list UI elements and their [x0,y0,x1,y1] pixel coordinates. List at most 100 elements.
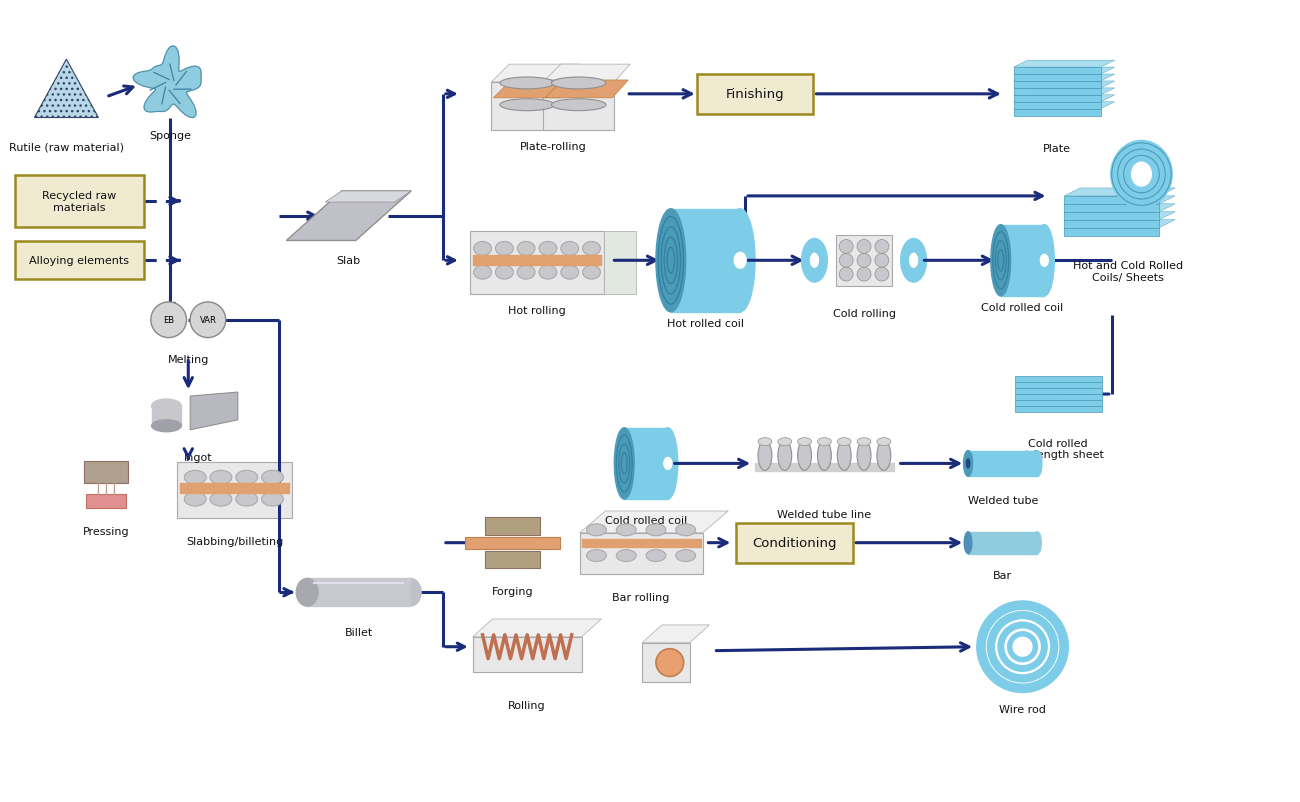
Ellipse shape [963,451,972,476]
Bar [307,578,411,606]
Ellipse shape [901,239,927,283]
Text: Welded tube: Welded tube [967,496,1037,505]
Text: Billet: Billet [344,627,373,637]
Polygon shape [642,643,689,683]
Ellipse shape [725,209,755,313]
Ellipse shape [235,471,257,484]
Ellipse shape [676,550,696,562]
Polygon shape [1014,103,1114,110]
Ellipse shape [211,492,231,506]
Circle shape [840,240,853,254]
Ellipse shape [758,441,772,471]
Text: Ingot: Ingot [183,452,212,462]
Polygon shape [1065,196,1175,205]
Text: Hot rolled coil: Hot rolled coil [667,318,744,328]
Text: Sponge: Sponge [150,131,191,140]
Polygon shape [494,81,577,99]
Text: Pressing: Pressing [83,526,129,537]
Bar [469,231,604,294]
Bar [581,539,701,547]
Bar [1014,95,1101,103]
Ellipse shape [966,460,970,468]
Polygon shape [1065,213,1175,221]
Ellipse shape [582,266,601,280]
Polygon shape [545,81,628,99]
Ellipse shape [777,438,792,446]
Ellipse shape [235,492,257,506]
Ellipse shape [540,242,556,256]
Ellipse shape [798,438,811,446]
Ellipse shape [473,242,491,256]
Ellipse shape [837,441,852,471]
Ellipse shape [1035,225,1054,297]
Bar [1014,68,1101,75]
Circle shape [190,302,226,338]
Ellipse shape [551,99,606,111]
Text: Alloying elements: Alloying elements [30,256,129,266]
Polygon shape [604,231,636,294]
Ellipse shape [517,266,536,280]
Text: Conditioning: Conditioning [753,537,837,549]
Bar [1014,89,1101,95]
Bar [755,464,894,472]
Circle shape [857,240,871,254]
Bar [1014,383,1102,389]
Text: EB: EB [162,316,174,325]
Bar [1014,110,1101,116]
Polygon shape [1014,75,1114,82]
FancyBboxPatch shape [697,75,814,115]
Ellipse shape [152,420,181,432]
Text: Cold rolled coil: Cold rolled coil [982,302,1063,313]
Circle shape [840,268,853,282]
Bar [1014,407,1102,412]
Circle shape [857,254,871,268]
Text: Cold rolled coil: Cold rolled coil [604,516,688,525]
Text: Welded tube line: Welded tube line [777,509,871,520]
Bar [464,537,560,549]
Text: Hot and Cold Rolled
Coils/ Sheets: Hot and Cold Rolled Coils/ Sheets [1072,261,1183,282]
FancyBboxPatch shape [14,242,144,280]
Ellipse shape [261,471,283,484]
Circle shape [875,254,889,268]
Ellipse shape [500,78,554,90]
Bar [86,495,126,508]
Ellipse shape [1131,163,1152,187]
Polygon shape [491,83,563,131]
Bar [1014,82,1101,89]
Bar [1014,389,1102,395]
Ellipse shape [798,441,811,471]
Bar [671,209,740,313]
Text: Cold rolling: Cold rolling [832,309,896,318]
Polygon shape [1065,205,1175,213]
Ellipse shape [586,525,606,536]
Bar [1014,75,1101,82]
Bar [968,532,1037,554]
Ellipse shape [211,471,231,484]
Text: Melting: Melting [168,355,209,365]
Polygon shape [580,533,702,575]
FancyBboxPatch shape [736,523,853,563]
Ellipse shape [818,438,831,446]
Polygon shape [133,47,202,119]
Text: Slab: Slab [337,256,361,266]
Ellipse shape [399,578,421,606]
Ellipse shape [1034,451,1041,476]
Ellipse shape [1110,141,1173,209]
Bar [1014,400,1102,407]
Bar [1001,225,1044,297]
Ellipse shape [991,225,1010,297]
Bar [1065,221,1160,229]
Ellipse shape [551,78,606,90]
Text: Wire rod: Wire rod [1000,704,1046,715]
Ellipse shape [296,578,318,606]
Ellipse shape [810,254,819,268]
Circle shape [857,268,871,282]
Ellipse shape [734,253,746,269]
Ellipse shape [910,254,918,268]
Bar [485,517,540,535]
Ellipse shape [878,438,891,446]
Ellipse shape [495,242,514,256]
Bar [1065,213,1160,221]
Ellipse shape [185,471,207,484]
Ellipse shape [473,266,491,280]
